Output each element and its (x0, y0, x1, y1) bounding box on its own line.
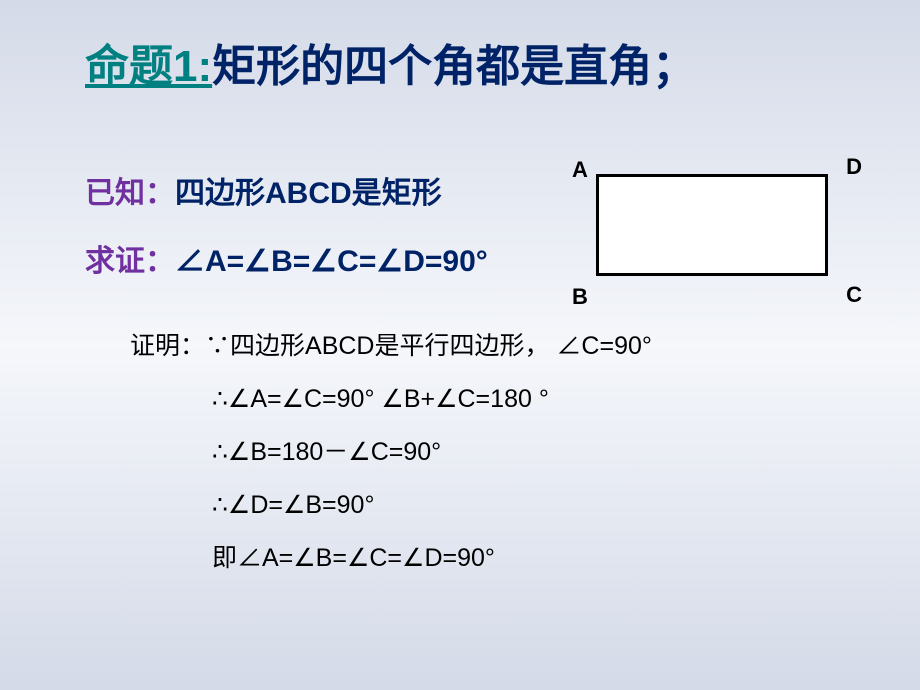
proof-line-3: ∴∠B=180－∠C=90° (130, 440, 652, 465)
rectangle-diagram: A D B C (580, 162, 850, 302)
prove-text: ∠A=∠B=∠C=∠D=90° (175, 245, 488, 278)
given-row: 已知：四边形ABCD是矩形 (85, 168, 442, 212)
vertex-label-B: B (572, 284, 588, 310)
proposition-text: 矩形的四个角都是直角； (212, 42, 696, 91)
prove-row: 求证：∠A=∠B=∠C=∠D=90° (85, 236, 488, 280)
proof-label: 证明： (130, 332, 205, 360)
rectangle-shape (596, 174, 828, 276)
given-label: 已知： (85, 177, 175, 210)
proof-text-1: ∵四边形ABCD是平行四边形， ∠C=90° (205, 332, 652, 360)
proof-line-5: 即∠A=∠B=∠C=∠D=90° (130, 546, 652, 571)
vertex-label-D: D (846, 154, 862, 180)
proof-line-1: 证明：∵四边形ABCD是平行四边形， ∠C=90° (130, 334, 652, 359)
proof-block: 证明：∵四边形ABCD是平行四边形， ∠C=90° ∴∠A=∠C=90° ∠B+… (130, 334, 652, 599)
proposition-label: 命题1: (85, 42, 212, 91)
proof-line-4: ∴∠D=∠B=90° (130, 493, 652, 518)
proof-line-2: ∴∠A=∠C=90° ∠B+∠C=180 ° (130, 387, 652, 412)
vertex-label-C: C (846, 282, 862, 308)
vertex-label-A: A (572, 157, 588, 183)
given-text: 四边形ABCD是矩形 (175, 177, 442, 210)
prove-label: 求证： (85, 245, 175, 278)
title-row: 命题1:矩形的四个角都是直角； (85, 30, 880, 94)
